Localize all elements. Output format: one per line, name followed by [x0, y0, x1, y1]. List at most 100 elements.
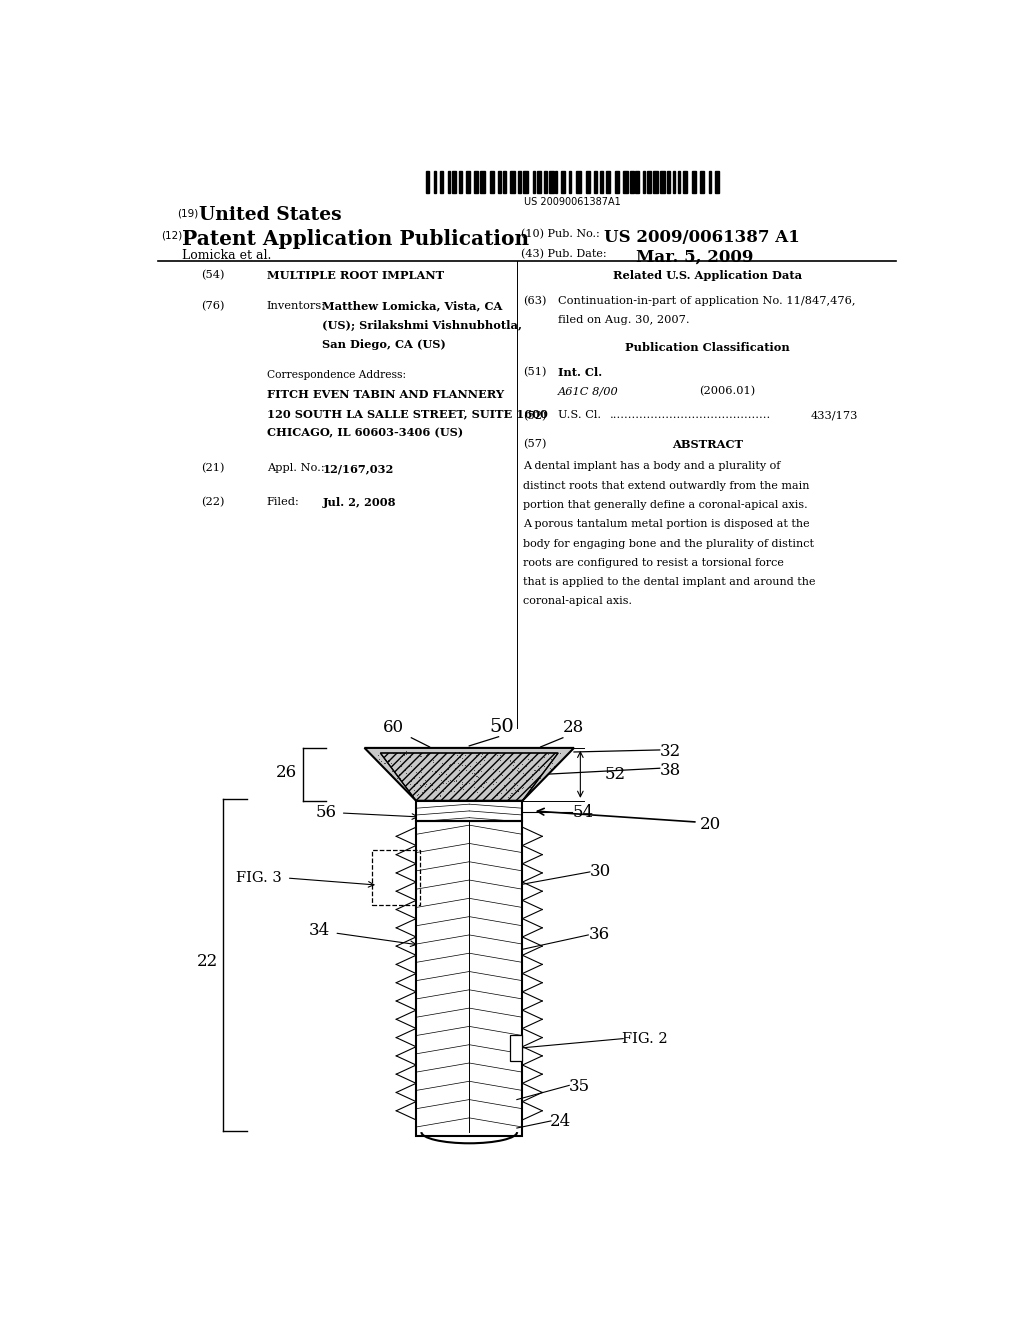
- Text: 50: 50: [489, 718, 514, 735]
- Bar: [594, 170, 597, 193]
- Bar: [532, 170, 535, 193]
- Bar: [555, 170, 557, 193]
- Bar: [510, 170, 515, 193]
- Text: (2006.01): (2006.01): [699, 385, 756, 396]
- Bar: [643, 170, 645, 193]
- Bar: [489, 170, 495, 193]
- Bar: [709, 170, 711, 193]
- Text: ABSTRACT: ABSTRACT: [672, 440, 742, 450]
- Bar: [449, 170, 451, 193]
- Text: CHICAGO, IL 60603-3406 (US): CHICAGO, IL 60603-3406 (US): [267, 428, 463, 438]
- Bar: [630, 170, 634, 193]
- Text: 56: 56: [315, 804, 337, 821]
- Bar: [653, 170, 658, 193]
- Text: 60: 60: [383, 718, 404, 735]
- Text: Correspondence Address:: Correspondence Address:: [267, 370, 406, 380]
- Text: roots are configured to resist a torsional force: roots are configured to resist a torsion…: [523, 558, 784, 568]
- Text: FIG. 2: FIG. 2: [622, 1032, 668, 1045]
- Text: (63): (63): [523, 296, 547, 306]
- Text: 433/173: 433/173: [811, 411, 858, 421]
- Text: A dental implant has a body and a plurality of: A dental implant has a body and a plural…: [523, 461, 780, 471]
- Bar: [480, 170, 485, 193]
- Text: 35: 35: [568, 1078, 590, 1094]
- Text: FIG. 3: FIG. 3: [237, 871, 282, 884]
- Bar: [692, 170, 695, 193]
- Text: United States: United States: [200, 206, 342, 224]
- Text: San Diego, CA (US): San Diego, CA (US): [323, 339, 446, 350]
- Bar: [600, 170, 603, 193]
- Text: (10) Pub. No.:: (10) Pub. No.:: [521, 228, 600, 239]
- Text: U.S. Cl.: U.S. Cl.: [558, 411, 601, 421]
- Text: coronal-apical axis.: coronal-apical axis.: [523, 597, 632, 606]
- Text: Appl. No.:: Appl. No.:: [267, 463, 325, 474]
- Text: (76): (76): [201, 301, 224, 312]
- Text: portion that generally define a coronal-apical axis.: portion that generally define a coronal-…: [523, 500, 808, 510]
- Text: MULTIPLE ROOT IMPLANT: MULTIPLE ROOT IMPLANT: [267, 271, 444, 281]
- Bar: [673, 170, 675, 193]
- Bar: [659, 170, 665, 193]
- Bar: [434, 170, 436, 193]
- Polygon shape: [416, 801, 522, 821]
- Bar: [426, 170, 429, 193]
- Bar: [452, 170, 456, 193]
- Text: Publication Classification: Publication Classification: [625, 342, 790, 354]
- Bar: [510, 1035, 521, 1061]
- Text: 54: 54: [572, 804, 594, 821]
- Text: 26: 26: [275, 764, 297, 781]
- Text: (19): (19): [177, 209, 199, 218]
- Text: A porous tantalum metal portion is disposed at the: A porous tantalum metal portion is dispo…: [523, 519, 810, 529]
- Bar: [416, 821, 522, 1137]
- Text: 24: 24: [550, 1114, 571, 1130]
- Text: Matthew Lomicka, Vista, CA: Matthew Lomicka, Vista, CA: [323, 301, 503, 312]
- Bar: [700, 170, 705, 193]
- Text: (12): (12): [162, 231, 182, 240]
- Text: 36: 36: [588, 927, 609, 944]
- Text: (21): (21): [201, 463, 224, 474]
- Text: 12/167,032: 12/167,032: [323, 463, 394, 474]
- Text: Patent Application Publication: Patent Application Publication: [182, 228, 529, 248]
- Bar: [647, 170, 650, 193]
- Bar: [683, 170, 687, 193]
- Text: (57): (57): [523, 440, 547, 449]
- Bar: [549, 170, 554, 193]
- Bar: [606, 170, 610, 193]
- Text: Related U.S. Application Data: Related U.S. Application Data: [612, 271, 802, 281]
- Text: (51): (51): [523, 367, 547, 378]
- Text: 120 SOUTH LA SALLE STREET, SUITE 1600: 120 SOUTH LA SALLE STREET, SUITE 1600: [267, 408, 548, 420]
- Bar: [537, 170, 542, 193]
- Bar: [678, 170, 680, 193]
- Bar: [503, 170, 506, 193]
- Bar: [439, 170, 443, 193]
- Text: distinct roots that extend outwardly from the main: distinct roots that extend outwardly fro…: [523, 480, 810, 491]
- Bar: [624, 170, 628, 193]
- Bar: [568, 170, 571, 193]
- Bar: [373, 850, 420, 906]
- Bar: [577, 170, 581, 193]
- Bar: [586, 170, 590, 193]
- Text: that is applied to the dental implant and around the: that is applied to the dental implant an…: [523, 577, 816, 587]
- Text: 30: 30: [590, 863, 611, 880]
- Text: 34: 34: [309, 923, 331, 940]
- Bar: [668, 170, 671, 193]
- Bar: [544, 170, 547, 193]
- Text: US 20090061387A1: US 20090061387A1: [524, 197, 621, 207]
- Polygon shape: [365, 748, 574, 801]
- Text: 52: 52: [604, 766, 626, 783]
- Bar: [459, 170, 462, 193]
- Text: 22: 22: [197, 953, 218, 970]
- Text: FITCH EVEN TABIN AND FLANNERY: FITCH EVEN TABIN AND FLANNERY: [267, 389, 504, 400]
- Text: (22): (22): [201, 496, 224, 507]
- Text: (43) Pub. Date:: (43) Pub. Date:: [521, 249, 606, 259]
- Bar: [614, 170, 618, 193]
- Bar: [466, 170, 470, 193]
- Text: Mar. 5, 2009: Mar. 5, 2009: [636, 249, 754, 265]
- Text: 32: 32: [659, 743, 681, 760]
- Text: 20: 20: [699, 816, 721, 833]
- Text: 28: 28: [563, 718, 584, 735]
- Bar: [518, 170, 520, 193]
- Text: 38: 38: [659, 762, 681, 779]
- Text: US 2009/0061387 A1: US 2009/0061387 A1: [604, 228, 800, 246]
- Bar: [716, 170, 719, 193]
- Bar: [561, 170, 565, 193]
- Text: Lomicka et al.: Lomicka et al.: [182, 249, 271, 261]
